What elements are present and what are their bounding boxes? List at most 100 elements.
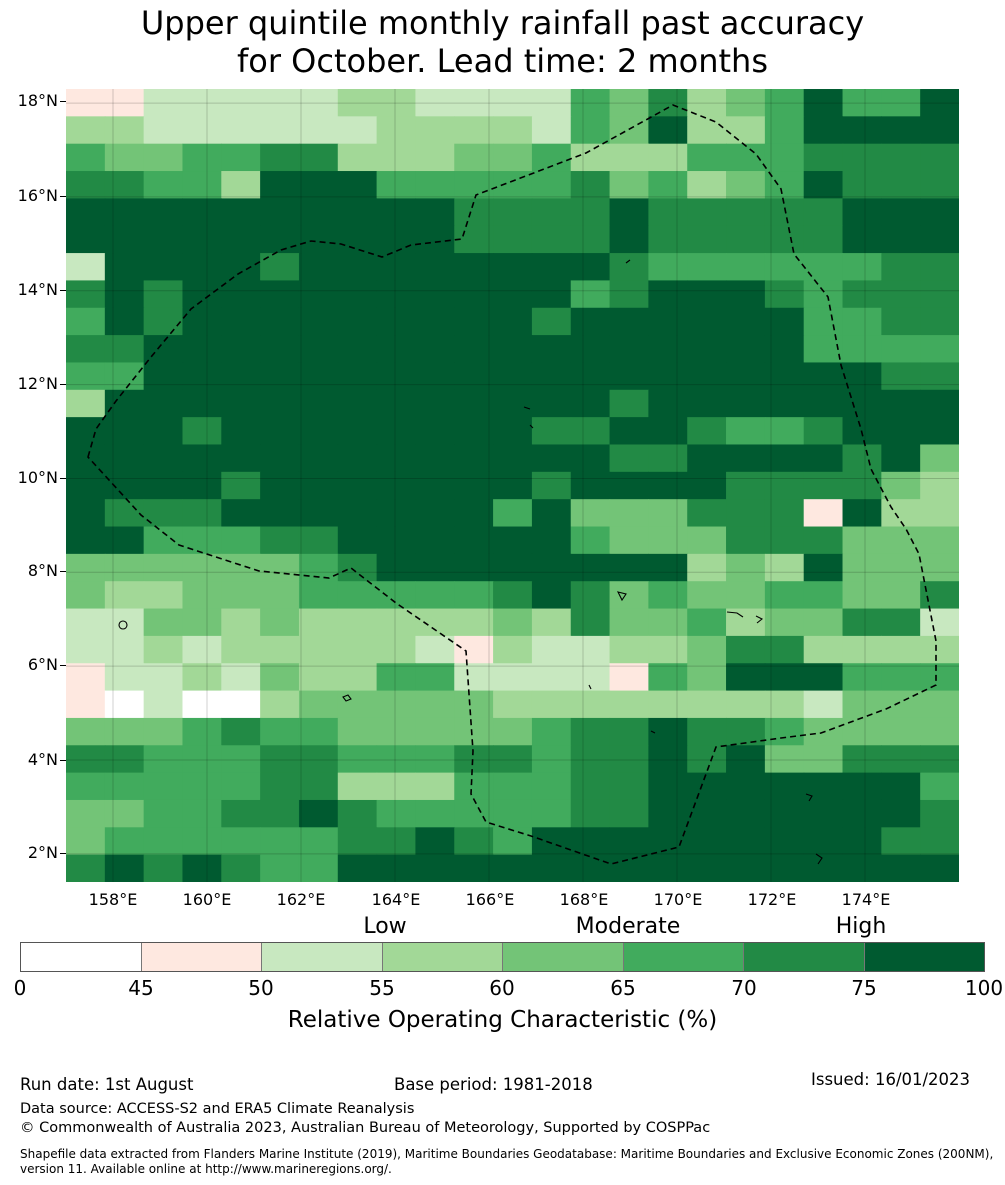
map-cell: [726, 389, 766, 418]
map-cell: [920, 854, 959, 882]
map-cell: [66, 362, 106, 391]
shapefile-credit-line-2: version 11. Available online at http://w…: [20, 1162, 392, 1176]
map-cell: [143, 444, 184, 473]
map-cell: [726, 827, 766, 856]
map-cell: [881, 635, 921, 664]
map-cell: [337, 198, 378, 227]
map-cell: [415, 253, 455, 282]
map-cell: [842, 198, 882, 227]
colorbar-segment: [744, 943, 865, 971]
map-cell: [881, 608, 921, 637]
colorbar-segment: [141, 943, 262, 971]
map-cell: [260, 417, 300, 446]
map-cell: [881, 553, 921, 582]
map-cell: [454, 717, 494, 746]
map-cell: [260, 717, 300, 746]
map-cell: [493, 799, 533, 828]
map-cell: [376, 171, 417, 199]
map-cell: [376, 143, 417, 172]
map-cell: [337, 225, 378, 254]
map-cell: [376, 362, 417, 391]
map-cell: [726, 335, 766, 364]
map-cell: [454, 143, 494, 172]
lon-label: 174°E: [841, 890, 891, 909]
map-cell: [415, 198, 455, 227]
map-cell: [648, 444, 688, 473]
map-cell: [182, 417, 222, 446]
map-cell: [648, 362, 688, 391]
map-cell: [842, 171, 882, 199]
map-cell: [493, 854, 533, 882]
map-cell: [182, 745, 222, 774]
map-cell: [920, 553, 959, 582]
map-cell: [260, 553, 300, 582]
map-cell: [881, 307, 921, 336]
map-cell: [648, 171, 688, 199]
map-cell: [143, 799, 184, 828]
map-cell: [531, 198, 572, 227]
map-cell: [881, 827, 921, 856]
map-cell: [764, 225, 805, 254]
map-cell: [531, 280, 572, 309]
map-cell: [803, 253, 844, 282]
map-cell: [104, 799, 145, 828]
map-cell: [221, 362, 261, 391]
map-cell: [609, 690, 649, 719]
map-cell: [842, 280, 882, 309]
map-cell: [376, 307, 417, 336]
map-cell: [920, 799, 959, 828]
map-cell: [648, 717, 688, 746]
lat-label: 18°N: [0, 91, 66, 111]
map-cell: [415, 307, 455, 336]
map-cell: [570, 608, 611, 637]
colorbar-segment: [623, 943, 744, 971]
map-cell: [687, 335, 727, 364]
map-cell: [726, 799, 766, 828]
map-cell: [298, 526, 339, 555]
map-cell: [493, 143, 533, 172]
map-cell: [609, 143, 649, 172]
map-cell: [221, 307, 261, 336]
map-cell: [260, 799, 300, 828]
map-cell: [570, 225, 611, 254]
map-cell: [726, 198, 766, 227]
lon-label: 158°E: [88, 890, 138, 909]
map-cell: [881, 280, 921, 309]
map-cell: [298, 143, 339, 172]
map-cell: [803, 307, 844, 336]
map-cell: [298, 827, 339, 856]
map-cell: [66, 253, 106, 282]
map-cell: [803, 635, 844, 664]
map-cell: [609, 362, 649, 391]
map-cell: [803, 362, 844, 391]
map-cell: [726, 581, 766, 610]
map-cell: [337, 499, 378, 528]
map-cell: [66, 471, 106, 500]
map-cell: [104, 854, 145, 882]
map-cell: [221, 608, 261, 637]
map-cell: [493, 198, 533, 227]
map-cell: [570, 581, 611, 610]
map-cell: [182, 143, 222, 172]
map-cell: [104, 417, 145, 446]
map-cell: [415, 635, 455, 664]
map-cell: [609, 526, 649, 555]
map-cell: [609, 89, 649, 117]
map-cell: [66, 171, 106, 199]
copyright: © Commonwealth of Australia 2023, Austra…: [20, 1120, 711, 1136]
colorbar-segment: [21, 943, 142, 971]
colorbar-title: Relative Operating Characteristic (%): [287, 1007, 718, 1033]
map-cell: [337, 772, 378, 801]
colorbar: [20, 942, 985, 972]
map-cell: [143, 499, 184, 528]
map-cell: [881, 799, 921, 828]
map-cell: [687, 581, 727, 610]
map-cell: [104, 663, 145, 692]
map-cell: [182, 499, 222, 528]
map-cell: [764, 89, 805, 117]
map-cell: [260, 362, 300, 391]
map-cell: [66, 799, 106, 828]
map-cell: [454, 635, 494, 664]
map-cell: [298, 280, 339, 309]
colorbar-segment: [262, 943, 383, 971]
